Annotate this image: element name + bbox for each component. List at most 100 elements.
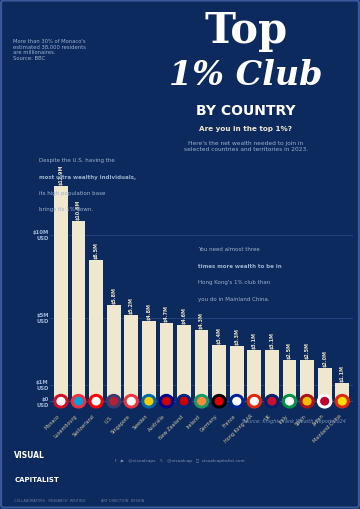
Bar: [336, 383, 349, 402]
Text: Source: Knight Frank Wealth Report 2024: Source: Knight Frank Wealth Report 2024: [242, 418, 346, 423]
Text: Here's the net wealth needed to join in
selected countries and territories in 20: Here's the net wealth needed to join in …: [184, 141, 308, 152]
Text: $4.8M: $4.8M: [147, 303, 151, 320]
Text: VISUAL: VISUAL: [14, 450, 45, 459]
Text: $1M
USD: $1M USD: [36, 379, 49, 390]
Bar: [107, 305, 121, 402]
Text: Luxembourg: Luxembourg: [53, 413, 78, 438]
Text: 1% Club: 1% Club: [169, 59, 323, 92]
Text: you do in Mainland China.: you do in Mainland China.: [198, 296, 269, 301]
Text: times more wealth to be in: times more wealth to be in: [198, 263, 281, 268]
Text: Japan: Japan: [311, 413, 325, 427]
Text: COLLABORATORS   RESEARCH  WRITING              ART DIRECTION  DESIGN: COLLABORATORS RESEARCH WRITING ART DIREC…: [14, 498, 145, 502]
Bar: [195, 330, 208, 402]
Circle shape: [89, 395, 103, 408]
Circle shape: [233, 398, 240, 405]
Text: France: France: [222, 413, 237, 428]
Text: BY COUNTRY: BY COUNTRY: [196, 104, 296, 118]
Text: $8.5M: $8.5M: [94, 241, 99, 258]
Text: Hong Kong's 1% club than: Hong Kong's 1% club than: [198, 279, 270, 285]
Circle shape: [318, 395, 332, 408]
Bar: [72, 222, 85, 402]
Circle shape: [127, 398, 135, 405]
Text: $4.3M: $4.3M: [199, 311, 204, 328]
Text: $3.4M: $3.4M: [217, 326, 222, 343]
Bar: [177, 325, 191, 402]
Text: brings its 1% down.: brings its 1% down.: [39, 207, 93, 212]
Text: $4.6M: $4.6M: [181, 306, 186, 323]
Text: Hong Kong SAR: Hong Kong SAR: [224, 413, 255, 444]
Bar: [247, 350, 261, 402]
Text: f   ▶   @visualcaps   𝕏   @visualcap   ⓘ  visualcapitalist.com: f ▶ @visualcaps 𝕏 @visualcap ⓘ visualcap…: [115, 458, 245, 462]
Text: $2.5M: $2.5M: [305, 341, 310, 358]
Text: $3.3M: $3.3M: [234, 328, 239, 345]
Text: $5.8M: $5.8M: [111, 286, 116, 303]
Circle shape: [283, 395, 297, 408]
Text: Italy: Italy: [278, 413, 289, 424]
Bar: [212, 345, 226, 402]
Text: most ultra wealthy individuals,: most ultra wealthy individuals,: [39, 174, 136, 179]
Text: Mainland China: Mainland China: [312, 413, 342, 443]
Bar: [300, 360, 314, 402]
Text: $10.8M: $10.8M: [76, 200, 81, 220]
Circle shape: [177, 395, 191, 408]
Circle shape: [268, 398, 276, 405]
Circle shape: [303, 398, 311, 405]
Bar: [159, 323, 173, 402]
Bar: [54, 187, 68, 402]
Circle shape: [163, 398, 170, 405]
Circle shape: [265, 395, 279, 408]
Text: Top: Top: [204, 10, 287, 52]
Bar: [89, 260, 103, 402]
Text: $3.1M: $3.1M: [269, 331, 274, 348]
Bar: [283, 360, 296, 402]
Text: Sweden: Sweden: [132, 413, 149, 430]
Text: New Zealand: New Zealand: [158, 413, 184, 439]
Bar: [142, 322, 156, 402]
Circle shape: [110, 398, 118, 405]
Bar: [265, 350, 279, 402]
Bar: [125, 315, 138, 402]
Text: $3.1M: $3.1M: [252, 331, 257, 348]
Circle shape: [142, 395, 156, 408]
Text: $10M
USD: $10M USD: [32, 230, 49, 240]
Text: $12.9M: $12.9M: [58, 164, 63, 185]
Circle shape: [300, 395, 314, 408]
Circle shape: [107, 395, 121, 408]
Text: $4.7M: $4.7M: [164, 304, 169, 321]
Text: More than 30% of Monaco's
estimated 38,000 residents
are millionaires.
Source: B: More than 30% of Monaco's estimated 38,0…: [13, 39, 86, 61]
Text: Are you in the top 1%?: Are you in the top 1%?: [199, 126, 292, 132]
Circle shape: [251, 398, 258, 405]
Text: U.S.: U.S.: [103, 413, 114, 423]
Text: $2.0M: $2.0M: [322, 349, 327, 366]
Text: Germany: Germany: [200, 413, 219, 433]
Circle shape: [194, 395, 209, 408]
Text: $2.5M: $2.5M: [287, 341, 292, 358]
Text: Monaco: Monaco: [44, 413, 61, 430]
Circle shape: [57, 398, 65, 405]
Bar: [318, 368, 332, 402]
Circle shape: [72, 395, 86, 408]
Circle shape: [230, 395, 244, 408]
Text: Switzerland: Switzerland: [72, 413, 96, 437]
Text: Ireland: Ireland: [186, 413, 202, 429]
Circle shape: [338, 398, 346, 405]
Text: $5.2M: $5.2M: [129, 296, 134, 313]
Circle shape: [75, 398, 82, 405]
Circle shape: [124, 395, 138, 408]
Text: Despite the U.S. having the: Despite the U.S. having the: [39, 158, 115, 163]
Text: its high population base: its high population base: [39, 190, 105, 195]
Text: Australia: Australia: [148, 413, 166, 432]
Circle shape: [285, 398, 293, 405]
Bar: [230, 347, 244, 402]
Circle shape: [321, 398, 329, 405]
Circle shape: [215, 398, 223, 405]
Text: $1.1M: $1.1M: [340, 364, 345, 381]
Text: $0
USD: $0 USD: [36, 396, 49, 407]
Circle shape: [335, 395, 349, 408]
Circle shape: [247, 395, 261, 408]
Circle shape: [198, 398, 206, 405]
Circle shape: [212, 395, 226, 408]
Text: Singapore: Singapore: [110, 413, 131, 434]
Text: You need almost three: You need almost three: [198, 247, 259, 252]
Circle shape: [180, 398, 188, 405]
